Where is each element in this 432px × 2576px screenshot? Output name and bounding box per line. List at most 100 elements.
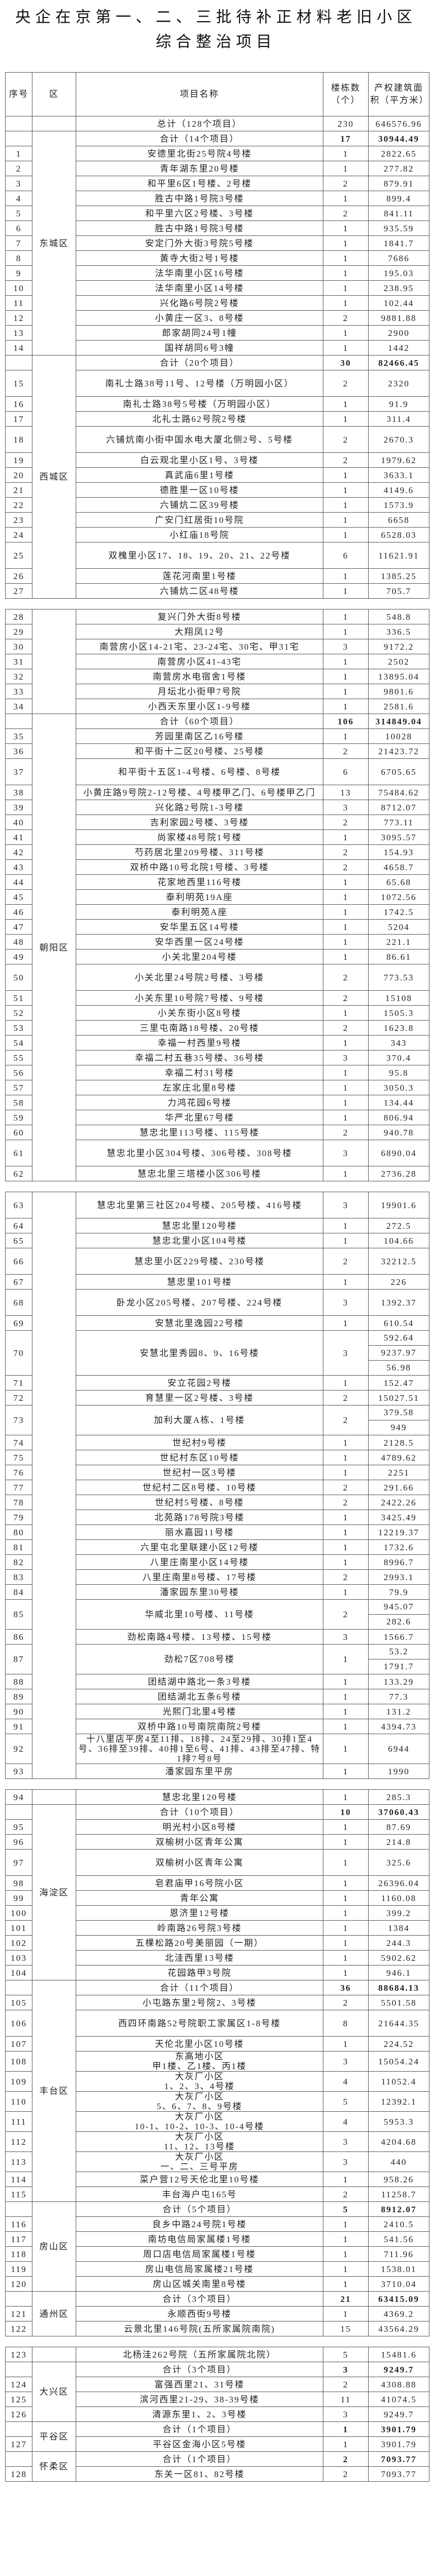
table-row: 110 大灰厂小区 5、6、7、8、9号楼 5 12392.1 [5,2091,429,2112]
seq-cell: 53 [5,1020,32,1036]
seq-cell: 73 [5,1405,32,1435]
area-cell: 773.11 [368,815,429,830]
project-name-cell: 大灰厂小区 5、6、7、8、9号楼 [76,2091,323,2112]
building-count-cell: 2 [323,426,369,453]
project-name-cell: 泰利明苑A座 [76,904,323,920]
building-count-cell: 1 [323,250,369,266]
project-name-cell: 法华南里小区16号楼 [76,265,323,281]
building-count-cell: 36 [323,1980,369,1995]
area-cell: 226 [368,1274,429,1290]
building-count-cell: 1 [323,527,369,543]
project-name-cell: 复兴门外大街8号楼 [76,609,323,624]
area-cell: 879.91 [368,176,429,191]
project-name-cell: 北洼西里13号楼 [76,1950,323,1965]
project-name-cell: 幸福二村五巷35号楼、36号楼 [76,1050,323,1065]
building-count-cell: 1 [323,829,369,845]
seq-cell: 113 [5,2151,32,2172]
area-cell: 6944 [368,1734,429,1764]
project-name-cell: 世纪村二区8号楼、10号楼 [76,1480,323,1495]
table-row: 87 劲松7区708号楼 1 53.2 1791.7 [5,1644,429,1674]
area-cell: 2251 [368,1465,429,1480]
area-value: 379.58 [384,1408,414,1417]
table-row: 61 慧忠北里小区304号楼、306号楼、308号楼 3 6890.04 [5,1140,429,1166]
seq-cell: 119 [5,2261,32,2277]
area-cell: 946.1 [368,1965,429,1980]
area-cell: 15108 [368,990,429,1006]
building-count-cell: 2 [323,2451,369,2467]
area-cell: 4369.2 [368,2306,429,2321]
header-row: 序号区项目名称 楼栋数（个） 产权建筑面积（平方米） [5,72,429,116]
area-cell: 53.2 1791.7 [368,1644,429,1674]
seq-cell: 4 [5,191,32,206]
seq-cell: 49 [5,949,32,964]
table-row: 107 天伦北里小区10号楼 1 224.52 [5,2036,429,2052]
seq-cell: 19 [5,452,32,468]
project-name-cell: 周口店电信局家属楼1号楼 [76,2246,323,2262]
project-name-cell: 六铺炕二区39号楼 [76,497,323,513]
seq-cell: 83 [5,1569,32,1585]
area-value: 592.64 [384,1333,414,1343]
seq-cell: 13 [5,325,32,341]
table-row: 46 泰利明苑A座 1 1742.5 [5,904,429,920]
table-row: 91 双桥中路10号南院南院2号楼 1 4394.73 [5,1719,429,1734]
table-row: 22 六铺炕二区39号楼 1 1573.9 [5,497,429,513]
area-cell: 592.64 9237.97 56.98 [368,1330,429,1376]
project-name-cell: 胜古中路1号院3号楼 [76,221,323,236]
area-cell: 2900 [368,325,429,341]
seq-cell [5,714,32,729]
table-row: 74 世纪村9号楼 1 2128.5 [5,1435,429,1450]
seq-cell: 35 [5,728,32,744]
building-count-cell: 1 [323,1218,369,1233]
seq-cell [5,131,32,146]
seq-cell: 120 [5,2276,32,2292]
project-name-cell: 劲松南路4号楼、13号楼、15号楼 [76,1629,323,1645]
project-name-cell: 白云观北里小区1号、3号楼 [76,452,323,468]
building-count-cell: 1 [323,2246,369,2262]
project-name-cell: 泰利明苑19A座 [76,889,323,905]
table-row: 124 富强西里21、31号楼 2 4308.88 [5,2377,429,2392]
area-cell: 646576.96 [368,116,429,131]
table-row: 81 六里屯北里联建小区12号楼 1 1732.6 [5,1539,429,1555]
project-name-cell: 慧忠北里120号楼 [76,1789,323,1805]
project-name-cell: 天伦北里小区10号楼 [76,2036,323,2052]
seq-cell: 126 [5,2406,32,2422]
project-name-cell: 安慧北里逸园22号楼 [76,1315,323,1331]
project-name-cell: 育慧里一区2号楼、3号楼 [76,1390,323,1405]
area-cell: 15027.51 [368,1390,429,1405]
project-name-cell: 国祥胡同6号3幢 [76,340,323,355]
building-count-cell: 2 [323,1480,369,1495]
area-cell: 154.93 [368,844,429,860]
table-row: 117 南坊电信局家属楼1号楼 1 541.56 [5,2231,429,2247]
area-cell: 3425.49 [368,1510,429,1525]
building-count-cell: 1 [323,934,369,950]
project-name-cell: 世纪村9号楼 [76,1435,323,1450]
area-cell: 3633.1 [368,467,429,483]
seq-cell: 61 [5,1140,32,1166]
subtotal-row: 东城区 合计（14个项目） 17 30944.49 [5,131,429,355]
building-count-cell: 3 [323,1050,369,1065]
building-count-cell: 1 [323,1095,369,1110]
area-cell: 41074.5 [368,2392,429,2407]
area-cell: 1442 [368,340,429,355]
district-cell [32,609,76,714]
area-cell: 272.5 [368,1218,429,1233]
area-cell: 214.8 [368,1834,429,1850]
project-name-cell: 华威北里10号楼、11号楼 [76,1599,323,1630]
project-name-cell: 安慧北里秀园8、9、16号楼 [76,1330,323,1376]
area-cell: 4308.88 [368,2377,429,2392]
table-row: 48 安华西里一区24号楼 1 221.1 [5,934,429,950]
header-area: 产权建筑面积（平方米） [368,72,429,116]
seq-cell: 127 [5,2436,32,2452]
project-name-cell: 兴化路2号院1-3号楼 [76,800,323,815]
area-cell: 6528.03 [368,527,429,543]
project-name-cell: 芳园里南区乙16号楼 [76,728,323,744]
area-cell: 5953.3 [368,2111,429,2132]
table-row: 17 北礼士路62号院2号楼 1 311.4 [5,411,429,427]
building-count-cell: 2 [323,844,369,860]
building-count-cell: 1 [323,1965,369,1980]
building-count-cell: 1 [323,1905,369,1921]
project-name-cell: 团结湖中路北一条3号楼 [76,1674,323,1689]
project-name-cell: 南礼士路38号11号、12号楼（万明园小区） [76,370,323,397]
project-name-cell: 三里屯南路18号楼、20号楼 [76,1020,323,1036]
building-count-cell: 1 [323,467,369,483]
